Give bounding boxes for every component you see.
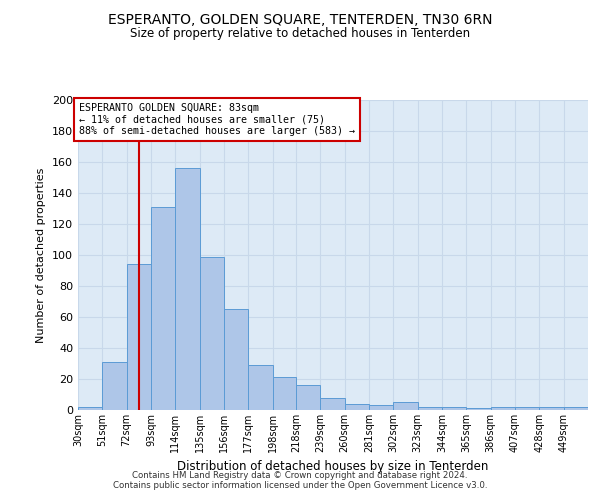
Bar (175, 168, 200, 410)
Bar (248, 365, 273, 410)
Y-axis label: Number of detached properties: Number of detached properties (37, 168, 46, 342)
Text: Contains HM Land Registry data © Crown copyright and database right 2024.
Contai: Contains HM Land Registry data © Crown c… (113, 470, 487, 490)
Bar (539, 407, 563, 410)
Bar (418, 407, 442, 410)
Text: ESPERANTO GOLDEN SQUARE: 83sqm
← 11% of detached houses are smaller (75)
88% of : ESPERANTO GOLDEN SQUARE: 83sqm ← 11% of … (79, 103, 355, 136)
Bar (344, 404, 369, 410)
Bar (273, 378, 296, 410)
Bar (442, 407, 466, 410)
Text: ESPERANTO, GOLDEN SQUARE, TENTERDEN, TN30 6RN: ESPERANTO, GOLDEN SQUARE, TENTERDEN, TN3… (108, 12, 492, 26)
Bar (151, 207, 175, 410)
X-axis label: Distribution of detached houses by size in Tenterden: Distribution of detached houses by size … (178, 460, 488, 473)
Bar (320, 398, 344, 410)
Bar (491, 407, 515, 410)
Bar (103, 362, 127, 410)
Bar (127, 264, 151, 410)
Bar (393, 402, 418, 410)
Bar (466, 408, 491, 410)
Bar (563, 407, 588, 410)
Bar (224, 309, 248, 410)
Bar (515, 407, 539, 410)
Text: Size of property relative to detached houses in Tenterden: Size of property relative to detached ho… (130, 28, 470, 40)
Bar (369, 406, 393, 410)
Bar (296, 385, 320, 410)
Bar (78, 407, 103, 410)
Bar (200, 256, 224, 410)
